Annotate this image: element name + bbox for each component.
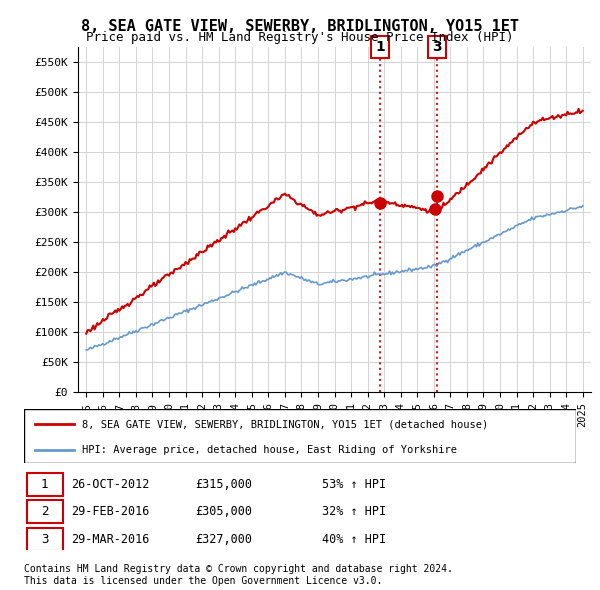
Text: 32% ↑ HPI: 32% ↑ HPI bbox=[322, 505, 386, 518]
Text: 53% ↑ HPI: 53% ↑ HPI bbox=[322, 478, 386, 491]
Text: 3: 3 bbox=[41, 533, 49, 546]
Text: 8, SEA GATE VIEW, SEWERBY, BRIDLINGTON, YO15 1ET: 8, SEA GATE VIEW, SEWERBY, BRIDLINGTON, … bbox=[81, 19, 519, 34]
Text: 40% ↑ HPI: 40% ↑ HPI bbox=[322, 533, 386, 546]
Text: 2: 2 bbox=[41, 505, 49, 518]
FancyBboxPatch shape bbox=[27, 528, 62, 550]
Text: 3: 3 bbox=[433, 40, 442, 54]
Text: HPI: Average price, detached house, East Riding of Yorkshire: HPI: Average price, detached house, East… bbox=[82, 445, 457, 454]
FancyBboxPatch shape bbox=[27, 500, 62, 523]
Text: £327,000: £327,000 bbox=[195, 533, 252, 546]
Text: 29-MAR-2016: 29-MAR-2016 bbox=[71, 533, 149, 546]
Text: This data is licensed under the Open Government Licence v3.0.: This data is licensed under the Open Gov… bbox=[24, 576, 382, 586]
Text: 1: 1 bbox=[41, 478, 49, 491]
FancyBboxPatch shape bbox=[24, 409, 576, 463]
Text: £315,000: £315,000 bbox=[195, 478, 252, 491]
Text: Price paid vs. HM Land Registry's House Price Index (HPI): Price paid vs. HM Land Registry's House … bbox=[86, 31, 514, 44]
Text: 1: 1 bbox=[375, 40, 385, 54]
FancyBboxPatch shape bbox=[27, 473, 62, 496]
Text: 26-OCT-2012: 26-OCT-2012 bbox=[71, 478, 149, 491]
Text: 29-FEB-2016: 29-FEB-2016 bbox=[71, 505, 149, 518]
Text: 8, SEA GATE VIEW, SEWERBY, BRIDLINGTON, YO15 1ET (detached house): 8, SEA GATE VIEW, SEWERBY, BRIDLINGTON, … bbox=[82, 419, 488, 429]
Text: £305,000: £305,000 bbox=[195, 505, 252, 518]
Text: Contains HM Land Registry data © Crown copyright and database right 2024.: Contains HM Land Registry data © Crown c… bbox=[24, 564, 453, 574]
